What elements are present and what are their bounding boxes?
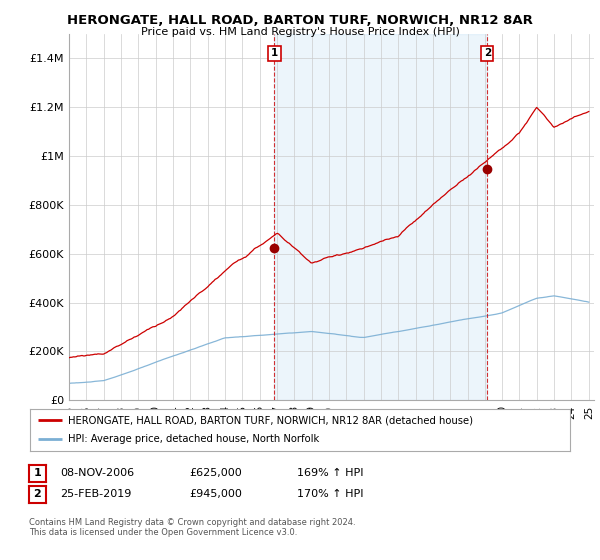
Text: 2: 2	[484, 48, 491, 58]
Text: 1: 1	[34, 468, 41, 478]
Text: 169% ↑ HPI: 169% ↑ HPI	[297, 468, 364, 478]
Text: £945,000: £945,000	[189, 489, 242, 499]
Text: HERONGATE, HALL ROAD, BARTON TURF, NORWICH, NR12 8AR (detached house): HERONGATE, HALL ROAD, BARTON TURF, NORWI…	[68, 415, 473, 425]
Text: 08-NOV-2006: 08-NOV-2006	[60, 468, 134, 478]
Text: Price paid vs. HM Land Registry's House Price Index (HPI): Price paid vs. HM Land Registry's House …	[140, 27, 460, 37]
Text: HPI: Average price, detached house, North Norfolk: HPI: Average price, detached house, Nort…	[68, 435, 319, 445]
Text: 2: 2	[34, 489, 41, 500]
Bar	[274, 34, 487, 400]
Text: £625,000: £625,000	[189, 468, 242, 478]
Text: 25-FEB-2019: 25-FEB-2019	[60, 489, 131, 499]
Text: Contains HM Land Registry data © Crown copyright and database right 2024.
This d: Contains HM Land Registry data © Crown c…	[29, 518, 355, 538]
Text: 170% ↑ HPI: 170% ↑ HPI	[297, 489, 364, 499]
Text: HERONGATE, HALL ROAD, BARTON TURF, NORWICH, NR12 8AR: HERONGATE, HALL ROAD, BARTON TURF, NORWI…	[67, 14, 533, 27]
Text: 1: 1	[271, 48, 278, 58]
